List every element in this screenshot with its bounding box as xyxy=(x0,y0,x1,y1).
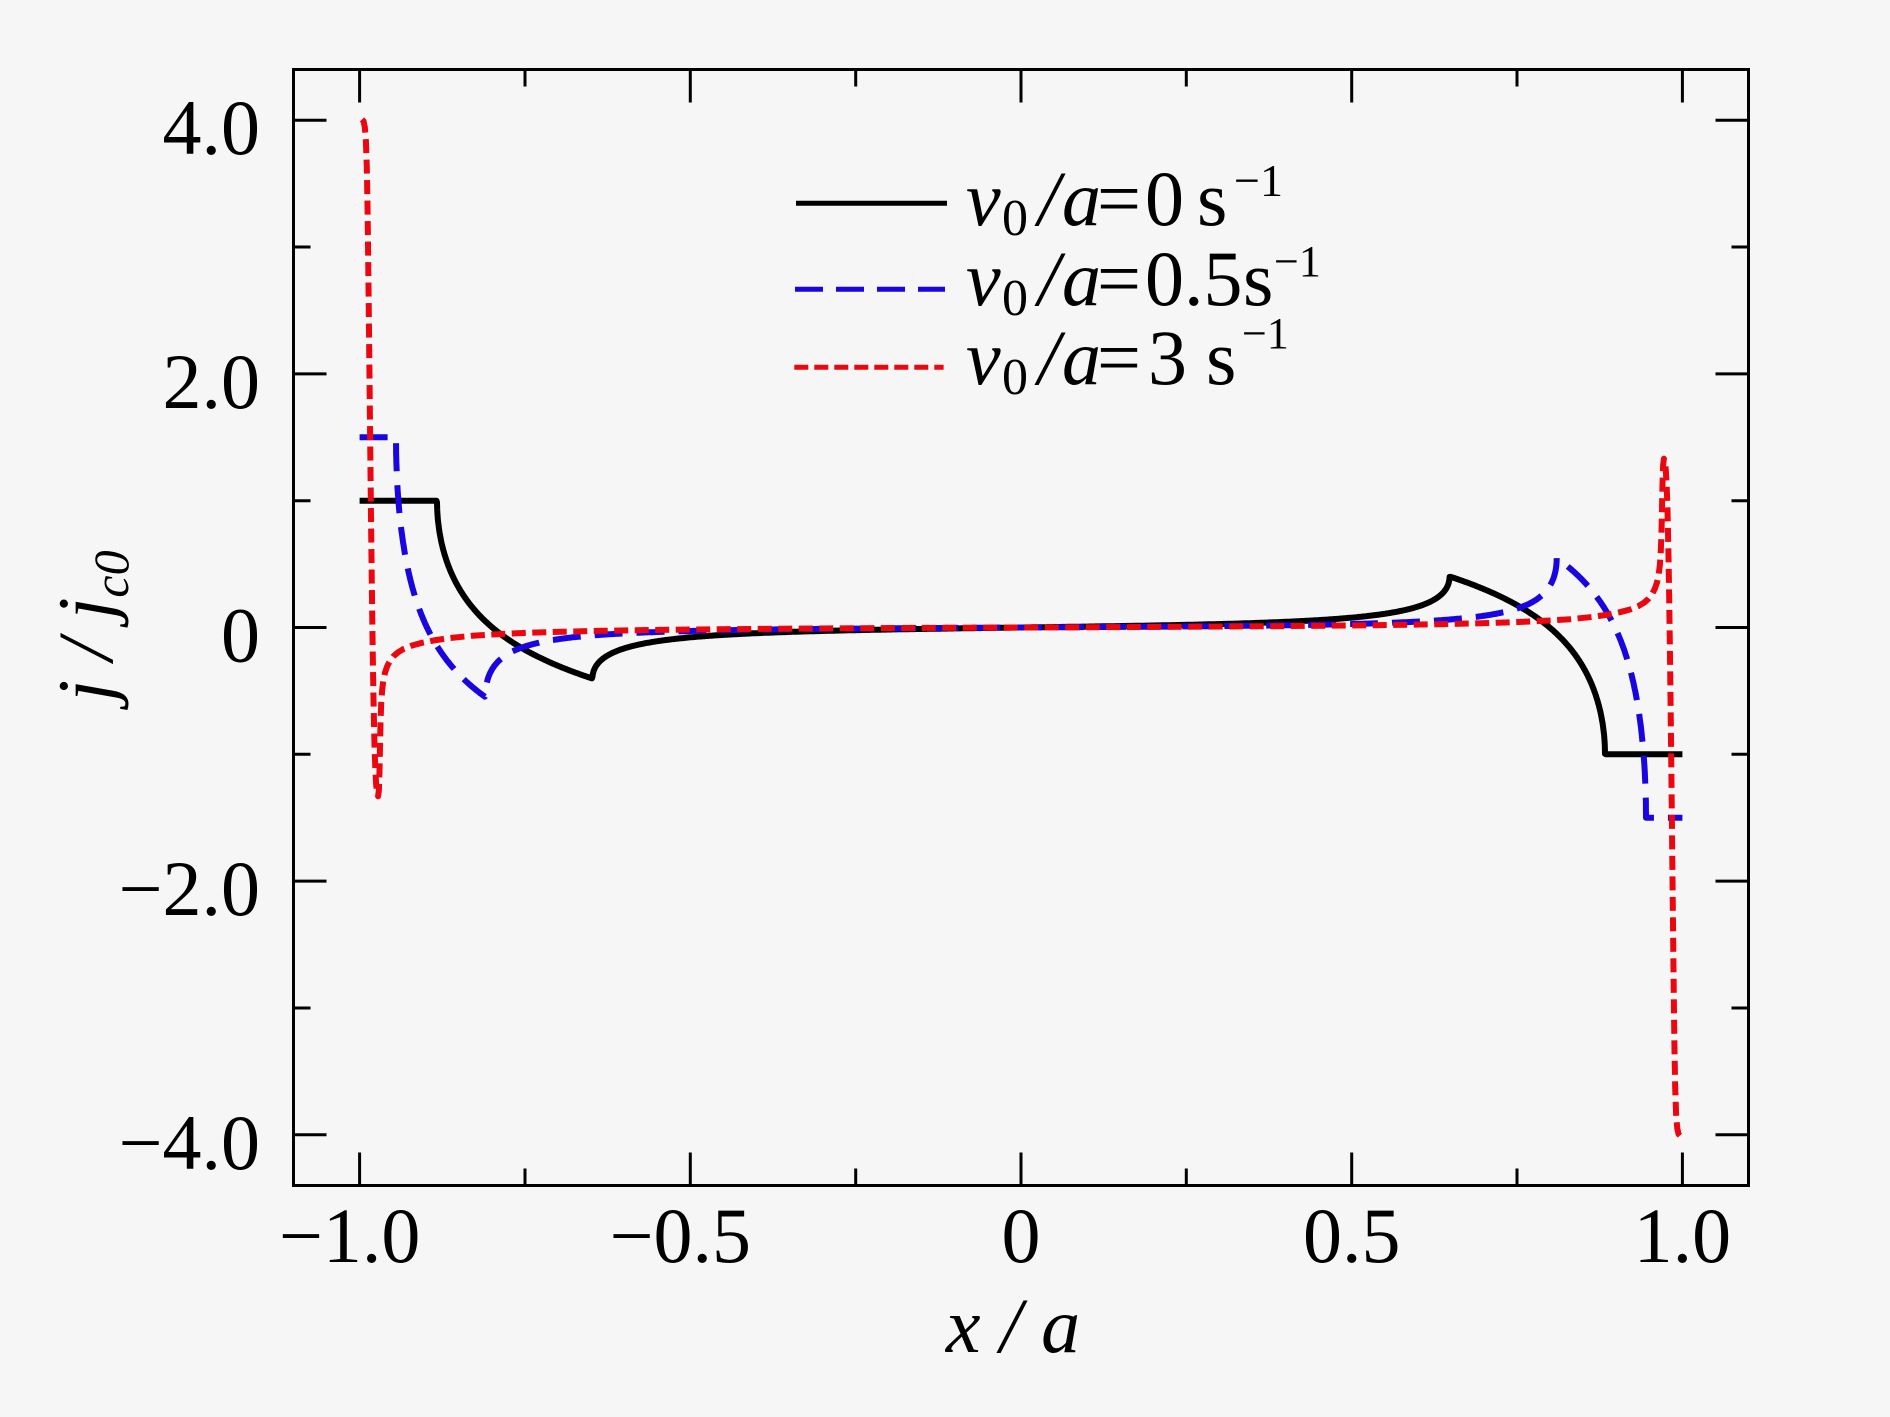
svg-text:v0/a=3s−1: v0/a=3 s −1 xyxy=(966,309,1289,406)
svg-text:−1.0: −1.0 xyxy=(279,1192,421,1279)
svg-text:1.0: 1.0 xyxy=(1634,1192,1732,1279)
svg-text:0.5: 0.5 xyxy=(1303,1192,1401,1279)
svg-text:2.0: 2.0 xyxy=(163,338,261,425)
svg-text:v0/a=0.5s−1: v0/a=0.5s−1 xyxy=(966,235,1321,327)
svg-text:−2.0: −2.0 xyxy=(119,845,261,932)
svg-text:−0.5: −0.5 xyxy=(610,1192,752,1279)
svg-text:j / jc0: j / jc0 xyxy=(42,550,139,710)
svg-text:v0/a=0s−1: v0/a=0 s −1 xyxy=(966,155,1283,247)
svg-text:x / a: x / a xyxy=(945,1282,1080,1369)
svg-text:4.0: 4.0 xyxy=(163,84,261,171)
svg-text:−4.0: −4.0 xyxy=(119,1099,261,1186)
svg-text:0: 0 xyxy=(221,592,260,679)
svg-text:0: 0 xyxy=(1002,1192,1041,1279)
